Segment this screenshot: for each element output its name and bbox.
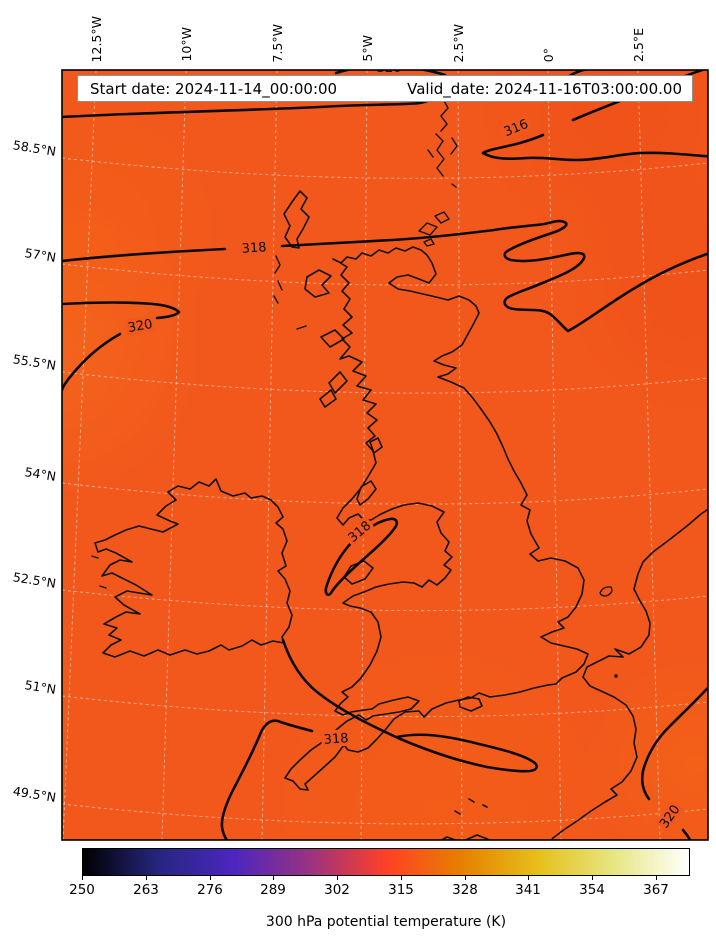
title-box: Start date: 2024-11-14_00:00:00 Valid_da… xyxy=(77,75,693,102)
colorbar-tick xyxy=(656,876,657,880)
coast-sandbank-loop xyxy=(599,586,613,597)
coast-continent xyxy=(550,508,708,840)
contour-320-top xyxy=(334,70,447,77)
colorbar-tick-label: 341 xyxy=(515,882,541,898)
coast-channel-islands xyxy=(454,798,488,815)
colorbar-tick-label: 250 xyxy=(69,882,95,898)
coast-skye xyxy=(304,269,332,298)
map-border xyxy=(61,69,709,841)
colorbar-tick-label: 289 xyxy=(260,882,286,898)
contour-320-southeast-b xyxy=(681,828,692,840)
coast-islay-jura xyxy=(319,371,348,408)
coast-lewis-harris xyxy=(283,190,310,249)
coast-lake-dot xyxy=(614,674,618,678)
x-axis-tick: 2.5°E xyxy=(630,27,646,62)
colorbar-tick-label: 315 xyxy=(388,882,414,898)
contour-316-lower xyxy=(481,151,708,162)
coast-uists xyxy=(273,255,283,304)
colorbar-tick-label: 276 xyxy=(197,882,223,898)
colorbar-tick xyxy=(528,876,529,880)
x-axis-tick: 5°W xyxy=(359,35,375,62)
colorbar-tick xyxy=(146,876,147,880)
contour-318-south-b xyxy=(220,719,314,840)
contour-lines xyxy=(62,70,708,840)
colorbar-caption: 300 hPa potential temperature (K) xyxy=(265,914,507,930)
valid-date-label: Valid_date: 2024-11-16T03:00:00.00 xyxy=(407,79,682,98)
contour-320-west-b xyxy=(62,332,122,392)
colorbar-tick xyxy=(465,876,466,880)
contour-318-south-a xyxy=(281,638,538,773)
colorbar-tick-label: 263 xyxy=(133,882,159,898)
coast-small-isles xyxy=(91,325,307,589)
coast-ireland xyxy=(94,478,293,658)
colorbar-gradient xyxy=(82,848,690,876)
contour-318-lens xyxy=(324,517,399,597)
colorbar-tick xyxy=(210,876,211,880)
x-axis-tick: 0° xyxy=(540,47,556,62)
contour-318-north-east xyxy=(280,219,708,333)
contour-320-southeast-a xyxy=(640,685,708,801)
coast-great-britain xyxy=(284,246,589,791)
x-axis-tick: 12.5°W xyxy=(88,15,104,62)
contour-label: 320 xyxy=(377,61,402,76)
coast-anglesey xyxy=(343,560,374,585)
colorbar-tick-label: 302 xyxy=(324,882,350,898)
colorbar-tick xyxy=(337,876,338,880)
contour-label: 318 xyxy=(241,240,267,257)
contour-320-west-a xyxy=(62,301,181,320)
coast-mull xyxy=(320,329,345,348)
coast-arran xyxy=(369,437,383,454)
x-axis-tick: 7.5°W xyxy=(269,23,285,63)
colorbar-tick-label: 328 xyxy=(452,882,478,898)
coast-shetland xyxy=(427,98,458,188)
coast-orkney xyxy=(418,211,450,247)
colorbar-tick xyxy=(592,876,593,880)
coastlines xyxy=(91,98,708,840)
contour-318-north-west xyxy=(62,247,227,263)
contour-label: 318 xyxy=(323,731,349,748)
x-axis-tick: 2.5°W xyxy=(450,23,466,63)
colorbar-tick xyxy=(273,876,274,880)
coast-isle-of-wight xyxy=(458,696,483,712)
colorbar-tick-label: 354 xyxy=(579,882,605,898)
colorbar-tick xyxy=(401,876,402,880)
colorbar-tick-label: 367 xyxy=(643,882,669,898)
colorbar-tick xyxy=(82,876,83,880)
start-date-label: Start date: 2024-11-14_00:00:00 xyxy=(90,79,338,98)
x-axis-tick: 10°W xyxy=(178,27,194,62)
coast-isle-of-man xyxy=(356,480,377,506)
